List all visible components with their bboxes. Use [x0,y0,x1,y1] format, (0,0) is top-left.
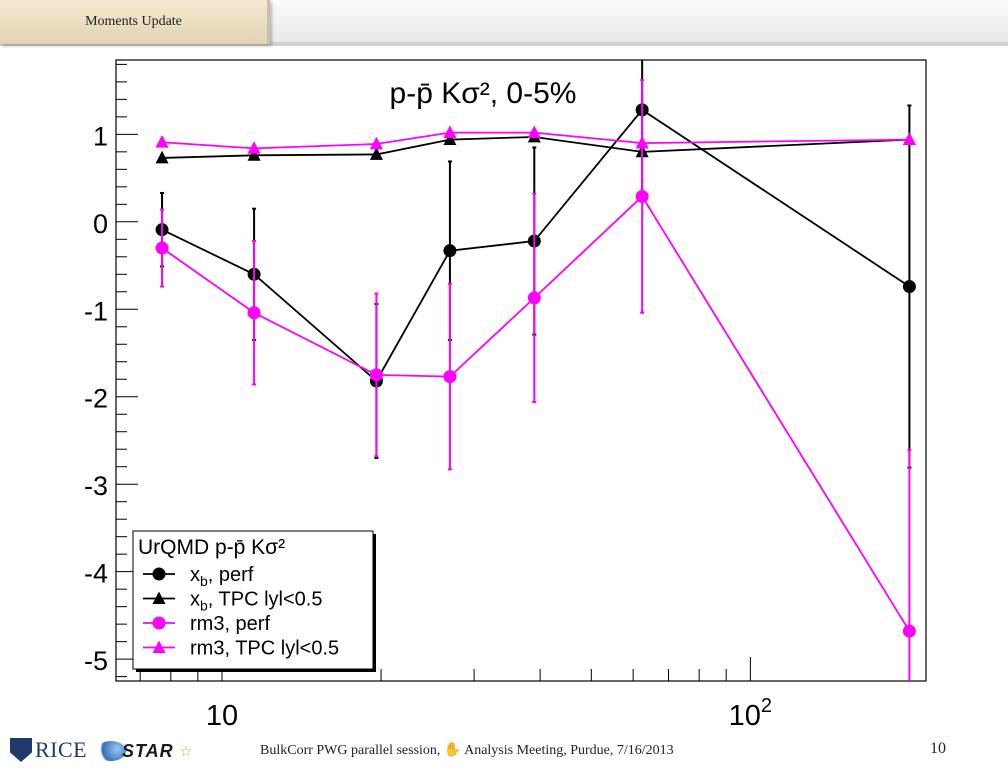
data-point [635,135,649,149]
page-number: 10 [930,740,946,757]
legend-label-main: rm3, perf [190,613,270,635]
y-tick-label: 1 [93,121,108,151]
legend-swatch-marker [152,640,166,653]
rice-logo-text: RICE [35,737,88,762]
data-point [155,241,169,255]
data-point [635,189,649,203]
star-swoosh-icon [96,741,126,761]
x-tick-label: 10 [206,700,238,732]
legend-label-sub: b [200,598,208,614]
legend-label-rest: , perf [208,564,254,586]
data-point [527,291,541,305]
y-tick-label: -3 [84,471,108,501]
legend-label: xb, perf [190,564,254,589]
legend-box [132,530,374,670]
plot-frame [115,59,927,682]
legend-label-main: x [190,589,200,611]
rice-logo: RICE [10,736,87,764]
y-tick-label: -4 [84,559,108,589]
legend-label: rm3, TPC lyl<0.5 [190,638,339,660]
y-tick-label: -5 [84,646,108,676]
legend-entry: xb, TPC lyl<0.5 [143,589,322,614]
data-point [247,148,261,161]
legend-label: rm3, perf [190,613,270,635]
x-tick-label: 102 [729,695,772,732]
legend-entry: xb, perf [143,564,254,589]
star-logo: STAR ☆ [96,738,192,764]
data-point [443,125,457,138]
data-point [443,370,457,384]
legend-swatch-marker [152,591,166,604]
y-tick-label: -1 [84,296,108,326]
data-point [369,147,383,160]
data-point [155,150,169,164]
data-point [902,624,916,638]
legend-swatch-marker [152,567,166,581]
legend-label: xb, TPC lyl<0.5 [190,589,322,614]
data-point [369,368,383,382]
legend-title: UrQMD p-p̄ Kσ² [138,536,285,559]
data-point [443,132,457,145]
x-tick-exponent: 2 [761,695,772,717]
data-point [902,280,916,294]
x-tick-base: 10 [729,700,761,732]
star-icon: ☆ [179,742,193,759]
footer-text: BulkCorr PWG parallel session, ✋ Analysi… [260,743,674,758]
legend-swatch-marker [152,616,166,630]
data-point [902,132,916,145]
section-tab: Moments Update [0,0,270,44]
data-point [527,125,541,138]
data-point [369,136,383,150]
y-tick-label: -2 [84,384,108,414]
chart-title: p-p̄ Kσ², 0-5% [390,77,577,110]
data-point [247,306,261,320]
data-point [155,135,169,148]
data-point [443,244,457,258]
series-group [155,79,916,681]
legend-entry: rm3, perf [143,613,270,635]
y-tick-label: 0 [93,209,108,239]
star-logo-text: STAR [122,740,174,761]
legend-entry: rm3, TPC lyl<0.5 [143,638,339,660]
section-tab-label: Moments Update [85,14,182,29]
series-group [155,125,916,154]
legend-label-rest: , TPC lyl<0.5 [208,589,323,611]
data-point [247,141,261,154]
rice-shield-icon [10,738,32,762]
series-group [155,60,916,469]
legend-label-sub: b [200,573,208,589]
legend-label-main: x [190,564,200,586]
x-tick-base: 10 [206,700,238,732]
legend-label-main: rm3, TPC lyl<0.5 [190,638,339,660]
